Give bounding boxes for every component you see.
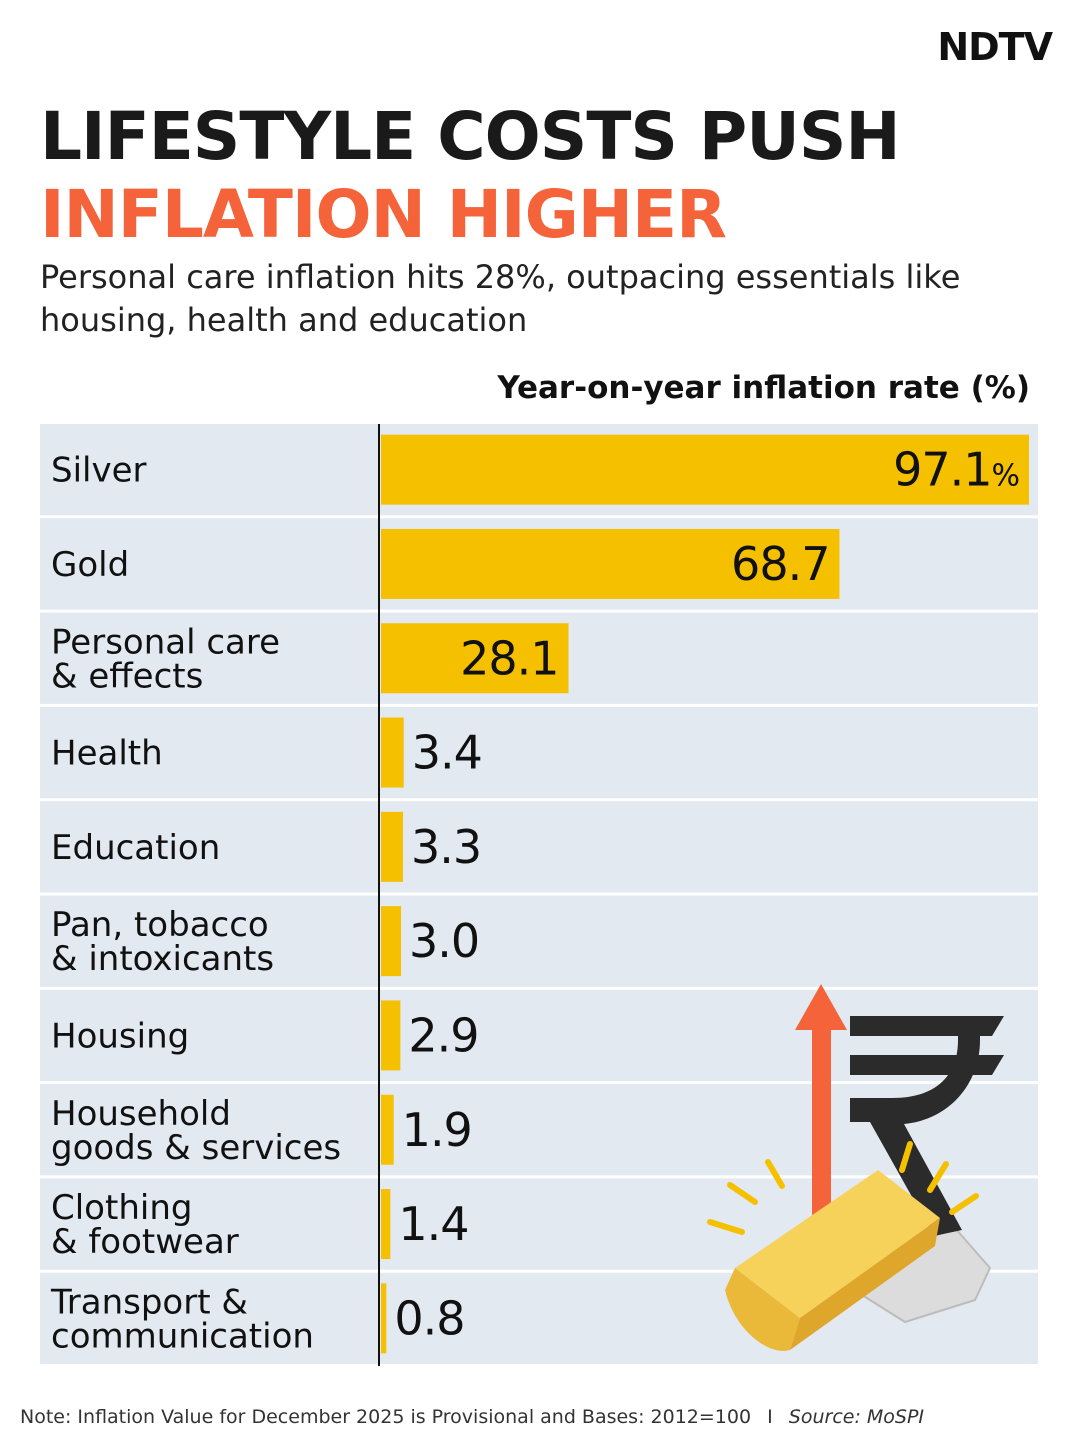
category-label: Gold [51, 545, 129, 585]
title-line-1: LIFESTYLE COSTS PUSH [40, 98, 901, 175]
arrow-up-icon [795, 984, 847, 1030]
category-label: Silver [51, 451, 147, 491]
ndtv-logo: NDTV [937, 25, 1053, 69]
chart-row-bg [40, 895, 1038, 987]
category-label: Pan, tobacco & intoxicants [51, 905, 274, 979]
bar [381, 1283, 387, 1354]
subtitle: Personal care inflation hits 28%, outpac… [40, 258, 961, 339]
value-label: 28.1 [460, 631, 558, 685]
rupee-icon [850, 1016, 1004, 1236]
bar [381, 1000, 401, 1071]
bar [381, 717, 404, 788]
chart-row-bg [40, 801, 1038, 893]
category-label: Clothing & footwear [51, 1188, 239, 1262]
source-text: Source: MoSPI [788, 1406, 925, 1428]
category-label: Education [51, 828, 220, 868]
bar [381, 434, 1029, 505]
value-label: 3.3 [411, 820, 481, 874]
value-label: 2.9 [408, 1008, 478, 1062]
chart-title: Year-on-year inflation rate (%) [497, 370, 1030, 406]
note-text: Note: Inflation Value for December 2025 … [20, 1406, 752, 1428]
category-label: Housing [51, 1016, 189, 1056]
bar [381, 1094, 394, 1165]
value-label: 3.0 [409, 914, 479, 968]
chart-row-bg [40, 706, 1038, 799]
page-title: LIFESTYLE COSTS PUSH INFLATION HIGHER [40, 98, 901, 254]
bar [381, 906, 402, 977]
bar [381, 623, 569, 694]
arrow-shaft [812, 1025, 831, 1215]
title-line-2: INFLATION HIGHER [40, 176, 727, 253]
bar [381, 1189, 391, 1260]
sparkle-icon [707, 1141, 979, 1235]
category-label: Household goods & services [51, 1094, 341, 1168]
category-label: Personal care & effects [51, 622, 280, 696]
note-separator: I [767, 1406, 773, 1428]
category-label: Transport & communication [50, 1282, 314, 1356]
rupee-gold-illustration [707, 984, 1004, 1351]
value-label: 1.4 [398, 1197, 468, 1251]
value-label: 3.4 [412, 726, 482, 780]
footer-note: Note: Inflation Value for December 2025 … [20, 1406, 924, 1428]
bar [381, 528, 840, 599]
value-label: 1.9 [402, 1103, 472, 1157]
value-label: 0.8 [394, 1291, 464, 1345]
value-label: 68.7 [731, 537, 829, 591]
gold-bar-icon [725, 1170, 940, 1351]
category-label: Health [51, 734, 163, 774]
bar [381, 811, 404, 882]
